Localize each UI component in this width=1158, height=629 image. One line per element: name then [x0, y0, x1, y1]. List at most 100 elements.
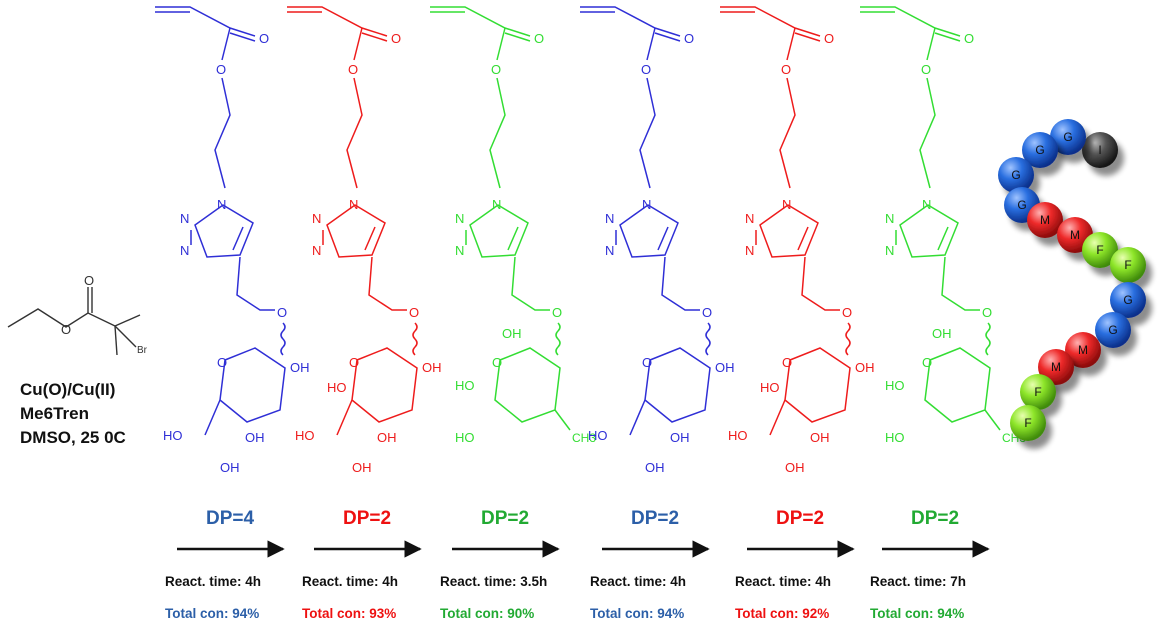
hydroxyl-label: HO [295, 428, 315, 443]
glycosidic-oxygen-label: O [842, 305, 852, 320]
triazole-n2-label: N [455, 211, 464, 226]
carbonyl-oxygen-label: O [534, 31, 544, 46]
polymer-bead-4: G [998, 157, 1034, 193]
degree-of-polymerization-1: DP=4 [205, 508, 255, 529]
triazole-n1-label: N [492, 197, 501, 212]
glycosidic-oxygen-label: O [552, 305, 562, 320]
methyl-label: CH3 [572, 431, 596, 445]
total-conversion-5: Total con: 92% [735, 606, 830, 621]
degree-of-polymerization-6: DP=2 [910, 508, 960, 529]
hydroxyl-label: OH [855, 360, 875, 375]
bead-label: G [1017, 198, 1026, 212]
reaction-time-6: React. time: 7h [870, 574, 967, 589]
polymer-bead-2: G [1050, 119, 1086, 155]
ester-oxygen-label: O [781, 62, 791, 77]
hydroxyl-label: HO [455, 378, 475, 393]
ring-oxygen-label: O [782, 355, 792, 370]
polymer-bead-11: G [1095, 312, 1131, 348]
triazole-n2-label: N [312, 211, 321, 226]
triazole-n3-label: N [455, 243, 464, 258]
monomer-structure-3: O O N N N O O CH3 HO HO OH [430, 6, 596, 445]
carbonyl-oxygen-label: O [391, 31, 401, 46]
bead-label: F [1124, 258, 1131, 272]
ester-oxygen-label: O [348, 62, 358, 77]
hydroxyl-label: HO [588, 428, 608, 443]
ester-oxygen-label: O [491, 62, 501, 77]
monomer-structure-1: O O N N N O O HO OH OH OH [155, 6, 310, 475]
hydroxyl-label: HO [760, 380, 780, 395]
ester-oxygen-label: O [921, 62, 931, 77]
triazole-n3-label: N [312, 243, 321, 258]
triazole-n3-label: N [180, 243, 189, 258]
bead-label: G [1123, 293, 1132, 307]
total-conversion-4: Total con: 94% [590, 606, 685, 621]
hydroxyl-label: OH [670, 430, 690, 445]
polymer-bead-3: G [1022, 132, 1058, 168]
triazole-n2-label: N [745, 211, 754, 226]
polymer-bead-15: F [1010, 405, 1046, 441]
total-conversion-1: Total con: 94% [165, 606, 260, 621]
initiator-carbonyl-o: O [84, 273, 94, 288]
reaction-conditions: Cu(O)/Cu(II) Me6Tren DMSO, 25 0C [20, 378, 180, 450]
polymer-bead-8: F [1082, 232, 1118, 268]
triazole-n1-label: N [642, 197, 651, 212]
bead-label: G [1108, 323, 1117, 337]
bead-label: G [1035, 143, 1044, 157]
ring-oxygen-label: O [492, 355, 502, 370]
hydroxyl-label: HO [163, 428, 183, 443]
hydroxyl-label: OH [715, 360, 735, 375]
hydroxyl-label: OH [422, 360, 442, 375]
polymer-bead-12: M [1065, 332, 1101, 368]
triazole-n3-label: N [885, 243, 894, 258]
hydroxyl-label: OH [352, 460, 372, 475]
triazole-n1-label: N [782, 197, 791, 212]
hydroxyl-label: HO [327, 380, 347, 395]
triazole-n1-label: N [349, 197, 358, 212]
total-conversion-3: Total con: 90% [440, 606, 535, 621]
ester-oxygen-label: O [641, 62, 651, 77]
degree-of-polymerization-5: DP=2 [775, 508, 825, 529]
glycosidic-oxygen-label: O [409, 305, 419, 320]
degree-of-polymerization-4: DP=2 [630, 508, 680, 529]
hydroxyl-label: HO [455, 430, 475, 445]
bead-label: I [1098, 143, 1101, 157]
solvent-temperature-label: DMSO, 25 0C [20, 428, 126, 447]
carbonyl-oxygen-label: O [824, 31, 834, 46]
carbonyl-oxygen-label: O [964, 31, 974, 46]
ligand-label: Me6Tren [20, 404, 89, 423]
monomer-structure-4: O O N N N O O HO OH OH OH [580, 6, 735, 475]
triazole-n3-label: N [745, 243, 754, 258]
carbonyl-oxygen-label: O [259, 31, 269, 46]
initiator-structure: O O Br [7, 273, 148, 356]
hydroxyl-label: OH [245, 430, 265, 445]
bead-label: M [1051, 360, 1061, 374]
hydroxyl-label: OH [785, 460, 805, 475]
triazole-n3-label: N [605, 243, 614, 258]
triazole-n1-label: N [217, 197, 226, 212]
triazole-n1-label: N [922, 197, 931, 212]
hydroxyl-label: OH [810, 430, 830, 445]
triazole-n2-label: N [180, 211, 189, 226]
polymer-bead-6: M [1027, 202, 1063, 238]
ester-oxygen-label: O [216, 62, 226, 77]
bead-label: F [1034, 385, 1041, 399]
hydroxyl-label: OH [932, 326, 952, 341]
polymer-bead-13: M [1038, 349, 1074, 385]
reaction-time-4: React. time: 4h [590, 574, 687, 589]
hydroxyl-label: OH [290, 360, 310, 375]
bead-label: F [1024, 416, 1031, 430]
bead-label: M [1040, 213, 1050, 227]
triazole-n2-label: N [605, 211, 614, 226]
initiator-ester-o: O [61, 322, 71, 337]
ring-oxygen-label: O [217, 355, 227, 370]
hydroxyl-label: HO [885, 378, 905, 393]
hydroxyl-label: OH [220, 460, 240, 475]
triazole-n2-label: N [885, 211, 894, 226]
bead-label: G [1011, 168, 1020, 182]
catalyst-label: Cu(O)/Cu(II) [20, 380, 116, 399]
bead-label: F [1096, 243, 1103, 257]
ring-oxygen-label: O [642, 355, 652, 370]
